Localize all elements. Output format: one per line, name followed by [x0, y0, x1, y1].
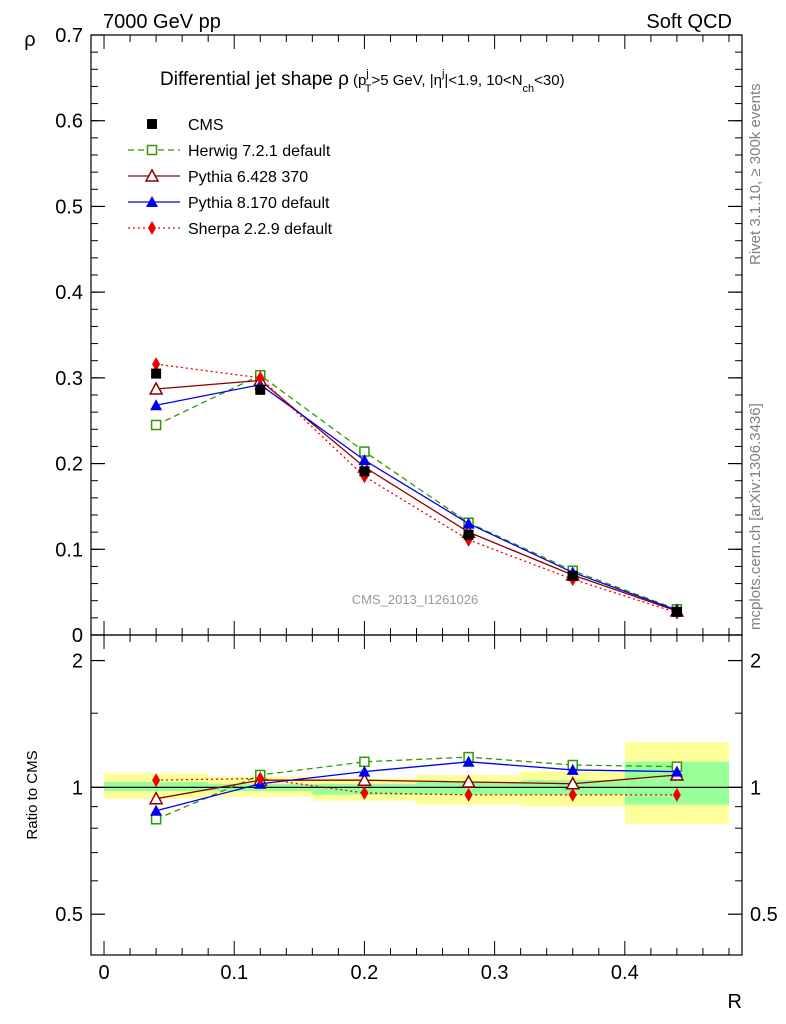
ratio-data-point [670, 765, 683, 777]
main-y-tick-label: 0.3 [55, 368, 83, 390]
ratio-data-point [359, 756, 370, 768]
ratio-y-tick-label-left: 2 [72, 651, 83, 673]
main-y-tick-label: 0.7 [55, 25, 83, 47]
legend-item-herwig-7-2-1-default: Herwig 7.2.1 default [128, 143, 331, 160]
legend-label: Herwig 7.2.1 default [188, 143, 331, 160]
analysis-watermark: CMS_2013_I1261026 [352, 592, 479, 607]
series-line-pythia-6-428-370 [156, 379, 678, 612]
legend-marker [147, 119, 157, 129]
series-pythia-8-170-default [150, 378, 683, 616]
title-end: <30) [534, 72, 564, 89]
ratio-data-point [256, 771, 265, 786]
ratio-series-pythia-6-428-370 [148, 767, 685, 805]
ratio-line-sherpa-2-2-9-default [156, 777, 677, 796]
data-point [463, 529, 474, 540]
title-mid: >5 GeV, |η [371, 72, 441, 89]
ratio-data-point [152, 773, 161, 788]
ratio-line-pythia-6-428-370 [155, 774, 677, 800]
ratio-y-tick-label-right: 2 [750, 651, 761, 673]
legend-item-pythia-6-428-370: Pythia 6.428 370 [128, 168, 308, 186]
main-plot-panel: 0 0.1 0.2 0.3 0.4 0.5 0.6 0.7 CMS_2013_I1261026… [24, 25, 743, 647]
title-p: p [358, 72, 366, 89]
title-main: Differential jet shape ρ [160, 69, 349, 90]
title-p-sup: j [365, 68, 368, 80]
ratio-line-pythia-8-170-default [155, 761, 677, 812]
legend-label: Sherpa 2.2.9 default [188, 221, 333, 238]
series-line-sherpa-2-2-9-default [156, 363, 678, 614]
legend: CMS Herwig 7.2.1 default Pythia 6.428 370 P… [128, 117, 333, 238]
main-y-tick-label: 0.6 [55, 111, 83, 133]
legend-marker [148, 221, 156, 235]
title-n-sub: ch [523, 83, 535, 95]
main-y-tick-label: 0.1 [55, 539, 83, 561]
ratio-data-point [461, 774, 476, 788]
ratio-y-tick-label-left: 0.5 [55, 904, 83, 926]
data-point [359, 466, 370, 477]
data-point [462, 517, 475, 529]
data-point [150, 419, 162, 431]
title-eta-sup: j [441, 68, 444, 80]
ratio-line-herwig-7-2-1-default [155, 756, 677, 820]
data-point [567, 570, 578, 581]
x-tick-label: 0.3 [481, 962, 509, 984]
main-y-tick-label: 0 [72, 625, 83, 647]
ratio-data-point [566, 763, 579, 775]
header-energy-label: 7000 GeV pp [103, 11, 221, 33]
data-point [148, 381, 164, 395]
ratio-series-sherpa-2-2-9-default [152, 771, 681, 802]
ratio-data-point [150, 804, 163, 816]
ratio-data-point [464, 787, 473, 802]
ratio-data-point [360, 785, 369, 800]
data-point [151, 368, 162, 379]
data-point [358, 454, 371, 466]
main-y-axis-label: ρ [24, 29, 35, 51]
ratio-data-point [150, 814, 162, 825]
title-mid2: |<1.9, 10<N [444, 72, 522, 89]
ratio-y-tick-label-right: 0.5 [750, 904, 778, 926]
ratio-y-tick-label-right: 1 [750, 777, 761, 799]
ratio-data-point [358, 765, 371, 777]
plot-title: Differential jet shape ρ (pj T>5 GeV, |ηj|… [160, 68, 565, 95]
ratio-data-point [462, 755, 475, 767]
ratio-y-tick-label-left: 1 [72, 777, 83, 799]
legend-marker [144, 168, 160, 182]
ratio-data-point [148, 791, 164, 805]
series-sherpa-2-2-9-default [152, 357, 681, 620]
ratio-data-point [357, 772, 372, 786]
x-tick-label: 0.1 [220, 962, 248, 984]
main-y-tick-label: 0.2 [55, 454, 83, 476]
legend-item-sherpa-2-2-9-default: Sherpa 2.2.9 default [128, 221, 333, 238]
series-line-pythia-8-170-default [155, 384, 678, 611]
legend-marker [146, 144, 158, 156]
x-tick-label: 0 [98, 962, 109, 984]
data-point [671, 606, 682, 617]
data-point [152, 357, 161, 372]
data-point [255, 384, 266, 395]
data-point [256, 370, 265, 385]
legend-marker [146, 196, 158, 207]
ratio-data-point [568, 787, 577, 802]
series-cms [151, 368, 682, 617]
x-tick-label: 0.2 [351, 962, 379, 984]
x-axis-label: R [728, 991, 742, 1013]
main-y-tick-label: 0.4 [55, 282, 83, 304]
ratio-data-point [672, 787, 681, 802]
header-category-label: Soft QCD [646, 11, 732, 33]
ratio-y-axis-label: Ratio to CMS [24, 750, 41, 839]
rivet-version-label: Rivet 3.1.10, ≥ 300k events [747, 83, 764, 265]
title-p-sub: T [365, 83, 372, 95]
data-point [150, 399, 163, 411]
x-tick-label: 0.4 [611, 962, 639, 984]
legend-label: CMS [188, 117, 224, 134]
legend-item-pythia-8-170-default: Pythia 8.170 default [128, 195, 330, 212]
legend-item-cms: CMS [147, 117, 224, 134]
main-y-tick-label: 0.5 [55, 196, 83, 218]
series-pythia-6-428-370 [148, 372, 685, 617]
ratio-plot-panel: 0.5 0.5 1 1 2 2 0 0.1 0.2 0.3 0.4 Ratio to CMS R [24, 634, 778, 1013]
legend-label: Pythia 8.170 default [188, 195, 330, 212]
series-line-herwig-7-2-1-default [155, 374, 678, 610]
mcplots-source-label: mcplots.cern.ch [arXiv:1306.3436] [747, 403, 764, 630]
legend-label: Pythia 6.428 370 [188, 169, 308, 186]
